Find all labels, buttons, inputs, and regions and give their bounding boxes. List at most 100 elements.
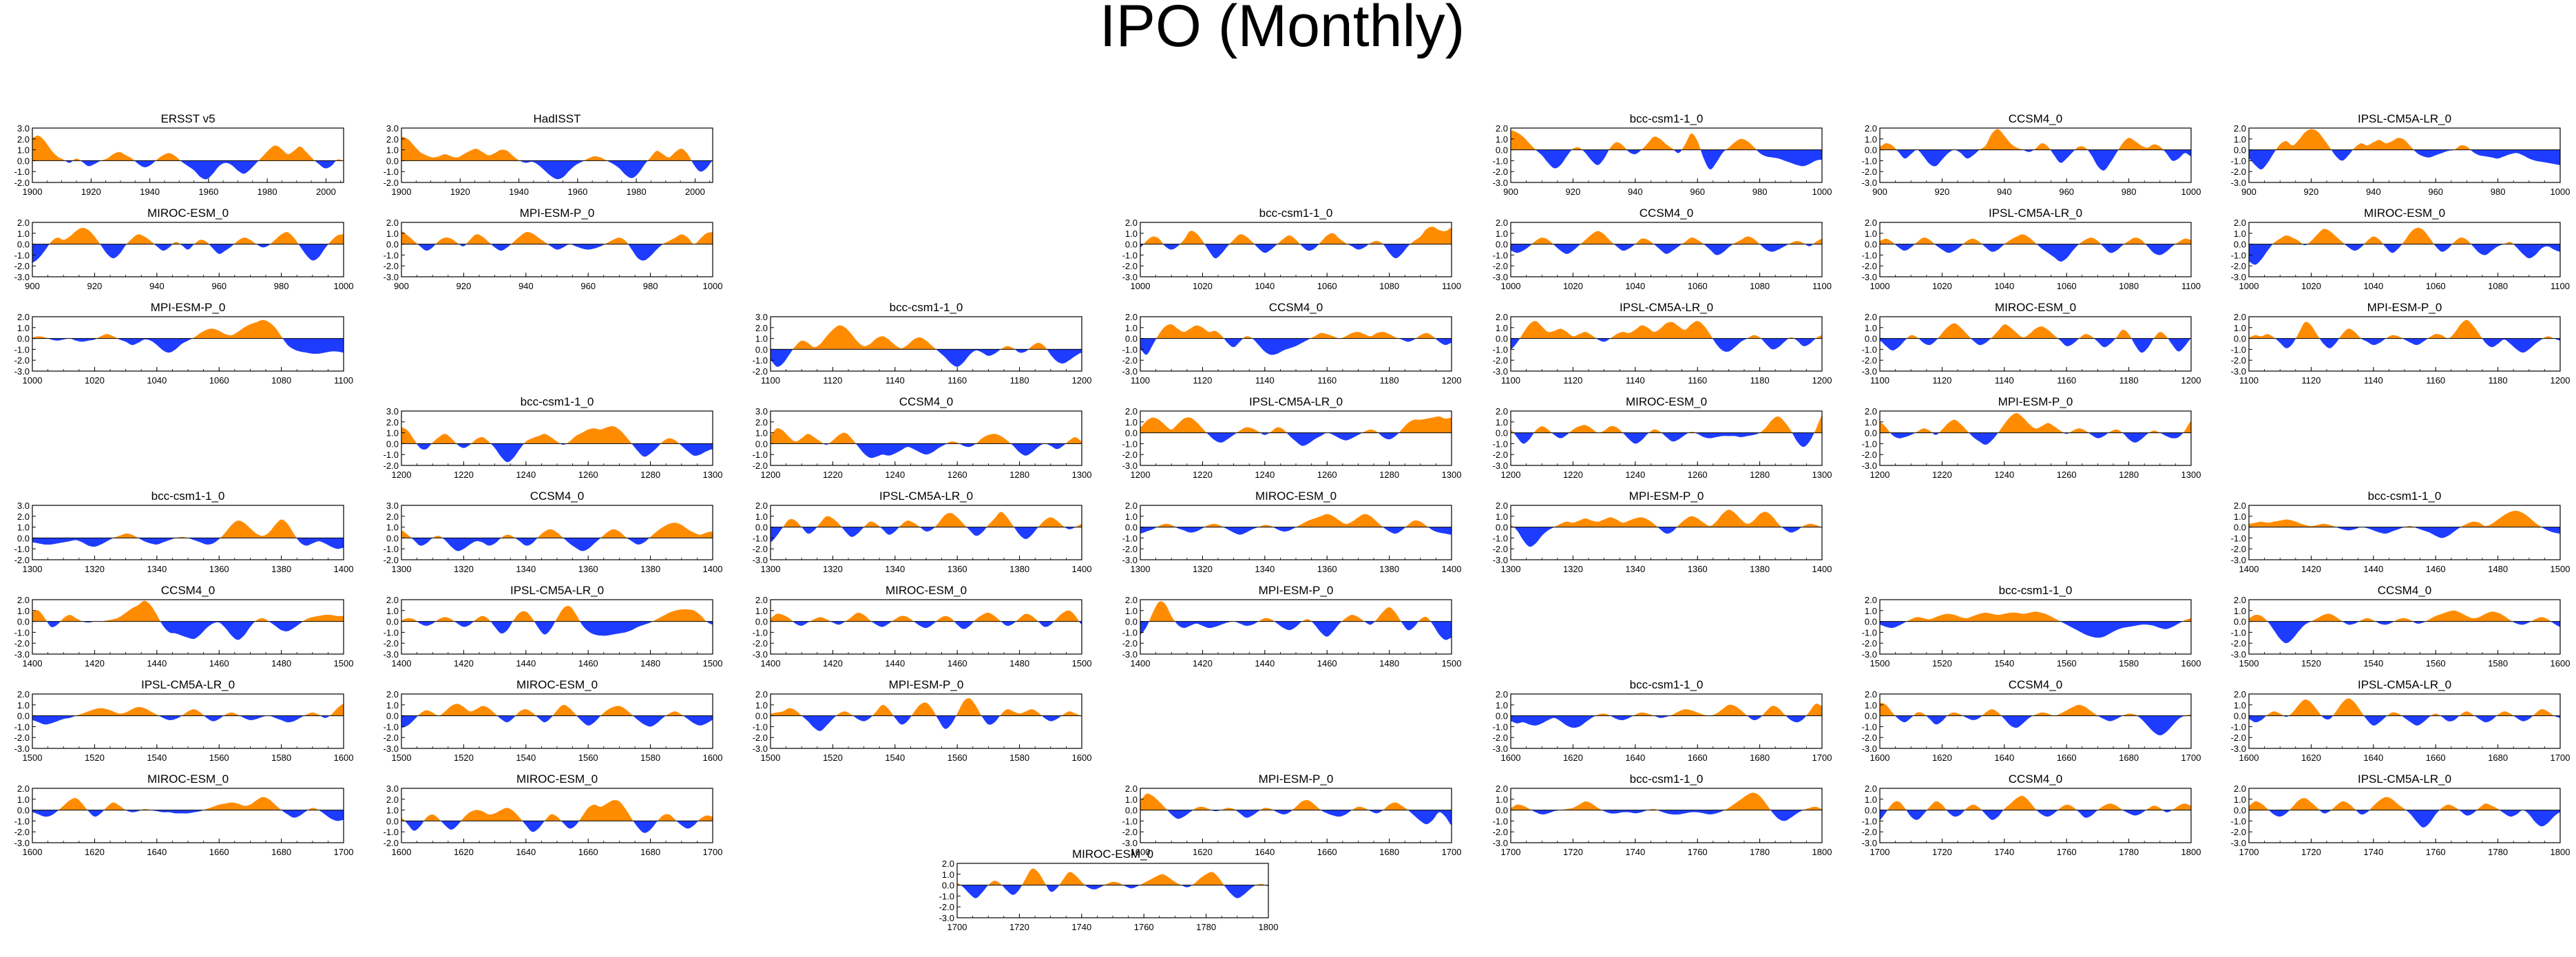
plot-frame [1879,788,2192,843]
x-tick-label: 980 [2491,187,2506,197]
y-tick-label: 1.0 [1865,417,1877,428]
negative-area [32,538,344,549]
x-tick-label: 1520 [454,753,474,763]
x-tick-label: 1260 [2057,470,2077,480]
panel-title: MPI-ESM-P_0 [1259,772,1334,786]
panel-title: bcc-csm1-1_0 [151,490,225,503]
y-tick-label: 2.0 [1865,689,1877,700]
positive-area [1511,321,1822,339]
x-tick-label: 1320 [85,564,105,574]
negative-area [32,244,328,263]
positive-area [1880,129,2191,150]
y-tick-label: -2.0 [1122,450,1138,460]
x-tick-label: 1100 [2551,281,2570,291]
y-tick-label: 1.0 [386,700,399,711]
y-tick-label: 0.0 [1865,428,1877,439]
y-tick-label: 1.0 [17,523,30,533]
y-tick-label: -2.0 [1862,638,1877,649]
y-tick-label: -3.0 [1493,178,1508,188]
x-tick-label: 1000 [1501,281,1521,291]
x-tick-label: 1780 [1196,922,1216,932]
y-tick-label: -2.0 [384,733,399,743]
y-tick-label: 1.0 [386,806,399,816]
y-tick-label: 0.0 [755,344,768,355]
x-tick-label: 900 [1503,187,1518,197]
panel-title: MIROC-ESM_0 [516,772,598,786]
y-tick-label: -1.0 [2231,816,2246,826]
y-tick-label: -1.0 [2231,250,2246,260]
positive-area [771,698,1082,716]
negative-area [1511,527,1822,547]
x-tick-label: 1500 [23,753,43,763]
y-tick-label: -3.0 [14,838,30,848]
x-tick-label: 900 [394,281,409,291]
panel-28: CCSM4_0 -3.0-2.0-1.00.01.02.0 1400 1420 1440… [14,584,354,669]
y-tick-label: 0.0 [386,533,399,543]
y-tick-label: 2.0 [1125,406,1138,417]
panel-11: MPI-ESM-P_0 -3.0-2.0-1.00.01.02.0 1000 1020… [14,301,353,386]
positive-area [1511,231,1822,244]
x-tick-label: 1600 [392,847,412,857]
x-tick-label: 1620 [454,847,474,857]
x-tick-label: 1120 [1193,375,1212,386]
panel-title: IPSL-CM5A-LR_0 [1620,301,1713,314]
y-tick-label: 2.0 [17,595,30,605]
positive-area [771,428,1082,444]
x-tick-label: 1440 [1255,658,1275,669]
x-tick-label: 1500 [761,753,781,763]
y-tick-label: -2.0 [1493,355,1508,366]
panel-title: MIROC-ESM_0 [886,584,967,597]
x-tick-label: 1700 [2239,847,2259,857]
y-tick-label: 1.0 [1125,323,1138,333]
x-tick-label: 1500 [1870,658,1890,669]
x-tick-label: 1040 [1255,281,1275,291]
x-tick-label: 1220 [823,470,843,480]
x-tick-label: 1480 [271,658,291,669]
x-tick-label: 940 [2366,187,2381,197]
x-tick-label: 1380 [1379,564,1399,574]
y-tick-label: 0.0 [755,617,768,627]
plot-frame [956,863,1269,918]
panel-2: bcc-csm1-1_0 -3.0-2.0-1.00.01.02.0 900 920 9… [1493,112,1832,197]
x-tick-label: 1680 [1379,847,1399,857]
x-tick-label: 1180 [1750,375,1770,386]
x-tick-label: 1420 [2301,564,2321,574]
y-tick-label: -3.0 [2231,649,2246,660]
panel-6: MPI-ESM-P_0 -3.0-2.0-1.00.01.02.0 900 920 94… [384,207,723,291]
negative-area [1880,432,2191,445]
y-tick-label: 0.0 [386,816,399,826]
x-tick-label: 1580 [1009,753,1029,763]
x-tick-label: 1480 [1379,658,1399,669]
x-tick-label: 1920 [450,187,470,197]
y-tick-label: -2.0 [1493,450,1508,460]
panel-title: IPSL-CM5A-LR_0 [879,490,973,503]
x-tick-label: 1060 [209,375,229,386]
y-tick-label: 1.0 [1125,417,1138,428]
y-tick-label: 0.0 [17,806,30,816]
y-tick-label: 2.0 [755,417,768,428]
y-tick-label: 2.0 [2234,218,2246,228]
x-tick-label: 2000 [685,187,705,197]
y-tick-label: -3.0 [1493,366,1508,377]
x-tick-label: 1460 [947,658,967,669]
x-tick-label: 1640 [1994,753,2014,763]
y-tick-label: -1.0 [384,827,399,837]
x-tick-label: 940 [1628,187,1643,197]
panel-12: bcc-csm1-1_0 -2.0-1.00.01.02.03.0 1100 1120… [753,301,1092,386]
x-tick-label: 1420 [85,658,105,669]
x-tick-label: 1460 [578,658,598,669]
x-tick-label: 1160 [1317,375,1337,386]
y-tick-label: -1.0 [1862,344,1877,355]
panel-title: MIROC-ESM_0 [516,678,598,691]
panel-37: bcc-csm1-1_0 -3.0-2.0-1.00.01.02.0 1600 162… [1493,678,1832,763]
x-tick-label: 1200 [2181,375,2201,386]
y-tick-label: -1.0 [14,816,30,826]
x-tick-label: 1300 [1072,470,1092,480]
y-tick-label: -2.0 [2231,733,2246,743]
x-tick-label: 1120 [1932,375,1951,386]
x-tick-label: 1500 [1442,658,1462,669]
y-tick-label: -3.0 [1122,555,1138,565]
panel-9: IPSL-CM5A-LR_0 -3.0-2.0-1.00.01.02.0 1000 1… [1862,207,2201,291]
x-tick-label: 1660 [2057,753,2077,763]
